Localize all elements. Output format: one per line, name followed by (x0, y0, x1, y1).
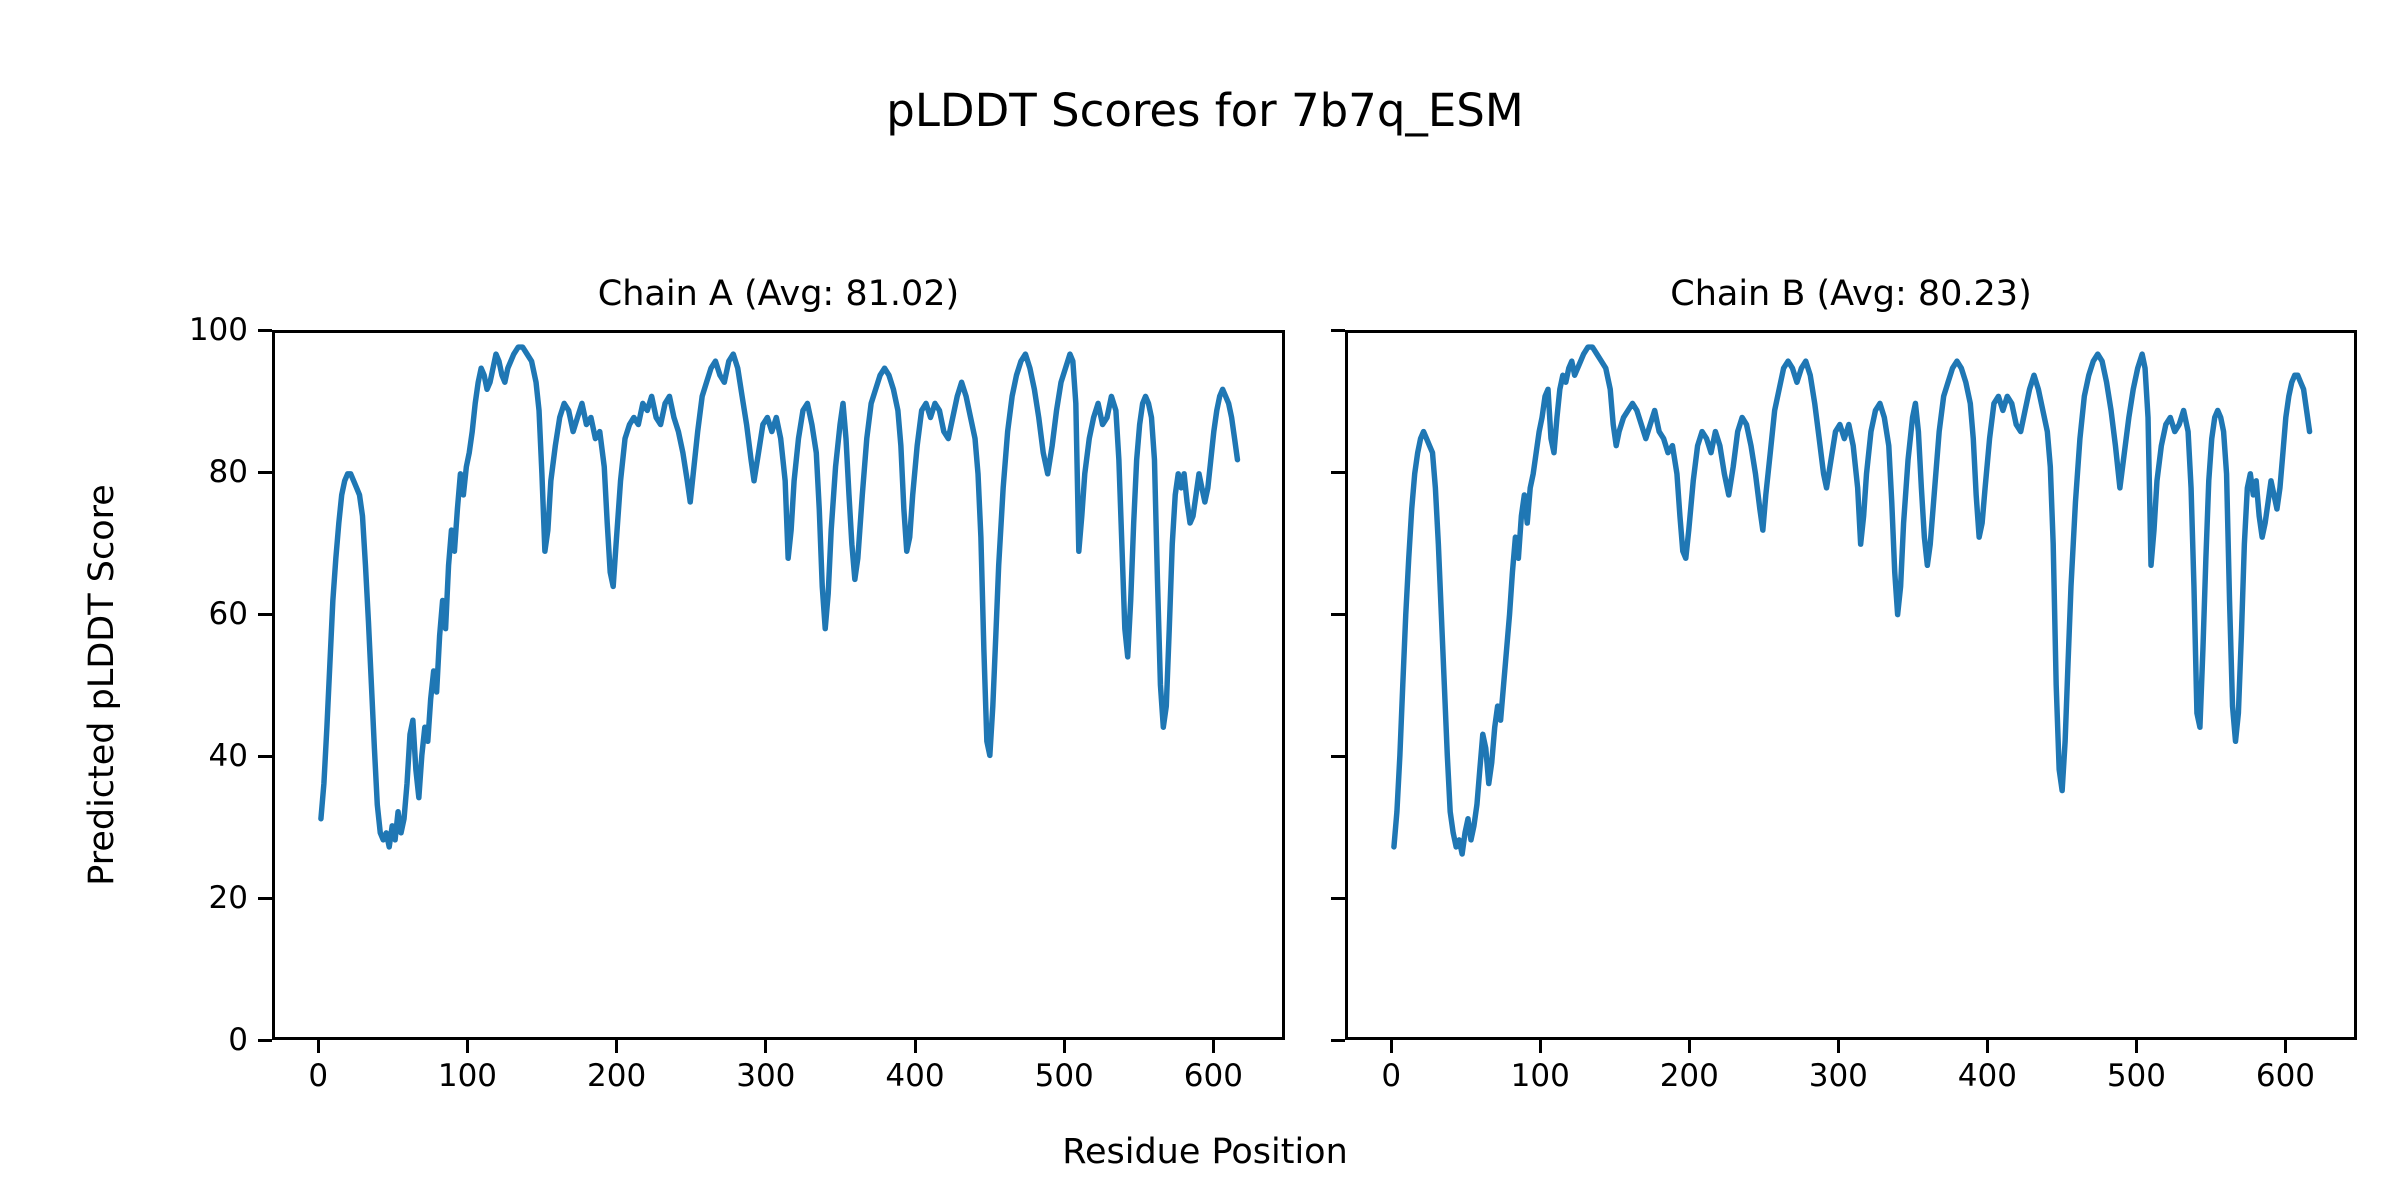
y-tick-mark (258, 328, 272, 332)
x-axis-label: Residue Position (1062, 1132, 1348, 1172)
y-tick-label: 20 (208, 880, 248, 916)
chain-a-plddt-line (318, 344, 1241, 850)
x-tick-mark (1062, 1040, 1066, 1053)
y-tick-label: 60 (208, 596, 248, 632)
x-tick-label: 500 (1034, 1058, 1094, 1094)
x-tick-mark (465, 1040, 469, 1053)
x-tick-mark (2134, 1040, 2138, 1053)
y-tick-mark (1331, 1038, 1345, 1042)
x-tick-mark (764, 1040, 768, 1053)
x-tick-label: 500 (2106, 1058, 2166, 1094)
y-tick-label: 80 (208, 454, 248, 490)
y-tick-mark (1331, 896, 1345, 900)
x-tick-label: 200 (1659, 1058, 1719, 1094)
x-tick-mark (1687, 1040, 1691, 1053)
chain-a-axes-frame (272, 330, 1285, 1040)
y-tick-mark (1331, 754, 1345, 758)
x-tick-label: 300 (1808, 1058, 1868, 1094)
chain-b-title: Chain B (Avg: 80.23) (1670, 274, 2032, 314)
y-tick-mark (258, 754, 272, 758)
x-tick-label: 300 (736, 1058, 796, 1094)
x-tick-label: 400 (885, 1058, 945, 1094)
x-tick-label: 400 (1957, 1058, 2017, 1094)
x-tick-mark (1211, 1040, 1215, 1053)
chain-b-axes-frame (1345, 330, 2357, 1040)
y-tick-mark (258, 1038, 272, 1042)
x-tick-label: 600 (2255, 1058, 2316, 1094)
x-tick-mark (615, 1040, 619, 1053)
chain-a-plot: Chain A (Avg: 81.02) 0 100 200 300 400 500 600… (189, 274, 1285, 1094)
chain-b-plddt-line (1391, 344, 2313, 857)
x-tick-mark (1836, 1040, 1840, 1053)
x-tick-mark (2283, 1040, 2287, 1053)
y-tick-mark (1331, 328, 1345, 332)
chain-b-plddt-line-chart (1391, 344, 2313, 857)
y-tick-mark (1331, 612, 1345, 616)
y-tick-mark (1331, 470, 1345, 474)
chain-b-plot: Chain B (Avg: 80.23) 0 100 200 300 400 500 600 (1331, 274, 2357, 1094)
y-tick-mark (258, 470, 272, 474)
y-tick-label: 0 (228, 1022, 248, 1058)
x-tick-mark (1389, 1040, 1393, 1053)
x-tick-label: 100 (437, 1058, 498, 1094)
y-tick-mark (258, 896, 272, 900)
y-tick-mark (258, 612, 272, 616)
x-tick-label: 100 (1510, 1058, 1570, 1094)
x-tick-mark (316, 1040, 320, 1053)
x-tick-mark (913, 1040, 917, 1053)
y-tick-label: 100 (188, 312, 248, 348)
chain-a-plddt-line-chart (318, 344, 1241, 850)
x-tick-label: 0 (1381, 1058, 1402, 1094)
x-tick-label: 600 (1183, 1058, 1243, 1094)
x-tick-mark (1985, 1040, 1989, 1053)
y-axis-label: Predicted pLDDT Score (82, 484, 122, 886)
x-tick-label: 0 (308, 1058, 329, 1094)
x-tick-label: 200 (587, 1058, 647, 1094)
chain-a-title: Chain A (Avg: 81.02) (597, 274, 960, 314)
y-tick-label: 40 (208, 738, 248, 774)
x-tick-mark (1538, 1040, 1542, 1053)
figure-title: pLDDT Scores for 7b7q_ESM (886, 84, 1524, 137)
